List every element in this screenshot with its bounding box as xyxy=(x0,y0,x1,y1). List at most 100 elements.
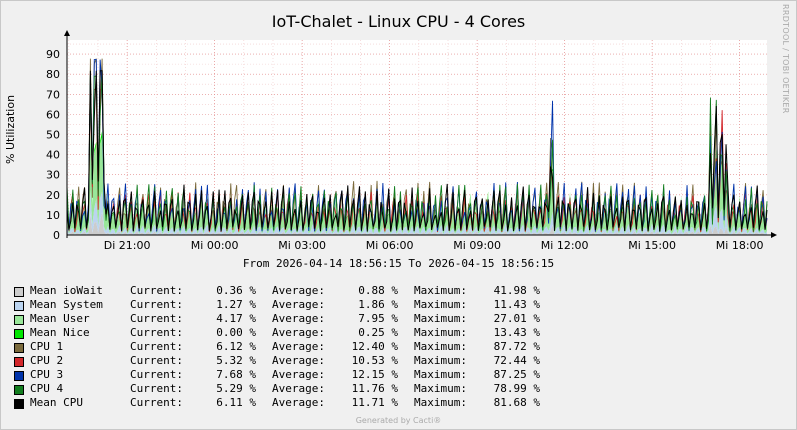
legend-series-name: Mean System xyxy=(30,298,103,311)
legend-average-label: Average: xyxy=(272,396,325,409)
legend-current-label: Current: xyxy=(130,368,183,381)
legend-maximum-value: 41.98 % xyxy=(493,284,540,297)
legend-swatch xyxy=(14,315,24,325)
legend-swatch xyxy=(14,287,24,297)
legend-average-label: Average: xyxy=(272,340,325,353)
legend-current-value: 6.12 % xyxy=(216,340,256,353)
legend-series-name: CPU 1 xyxy=(30,340,64,353)
y-tick-label: 40 xyxy=(46,149,60,162)
legend-maximum-label: Maximum: xyxy=(414,382,467,395)
legend-maximum-label: Maximum: xyxy=(414,396,467,409)
legend-current-value: 0.36 % xyxy=(216,284,256,297)
legend-maximum-label: Maximum: xyxy=(414,326,467,339)
legend-current-value: 0.00 % xyxy=(216,326,256,339)
legend-maximum-label: Maximum: xyxy=(414,298,467,311)
series-lines xyxy=(66,58,768,233)
y-axis-arrow xyxy=(64,30,70,36)
legend-average-value: 7.95 % xyxy=(358,312,398,325)
legend-average-value: 0.25 % xyxy=(358,326,398,339)
legend-maximum-label: Maximum: xyxy=(414,284,467,297)
x-tick-label: Mi 03:00 xyxy=(278,239,326,252)
legend-maximum-value: 27.01 % xyxy=(493,312,540,325)
line-mean-cpu xyxy=(66,70,768,232)
legend-average-value: 1.86 % xyxy=(358,298,398,311)
legend-current-label: Current: xyxy=(130,298,183,311)
time-range: From 2026-04-14 18:56:15 To 2026-04-15 1… xyxy=(242,257,555,270)
legend-current-label: Current: xyxy=(130,312,183,325)
legend-average-value: 0.88 % xyxy=(358,284,398,297)
legend-series-name: Mean Nice xyxy=(30,326,90,339)
legend-current-label: Current: xyxy=(130,340,183,353)
legend-swatch xyxy=(14,371,24,381)
legend-maximum-value: 78.99 % xyxy=(493,382,540,395)
legend-current-label: Current: xyxy=(130,284,183,297)
legend-current-value: 7.68 % xyxy=(216,368,256,381)
y-tick-label: 90 xyxy=(46,48,60,61)
y-tick-label: 80 xyxy=(46,68,60,81)
area-mean-system xyxy=(67,190,767,235)
chart-title: IoT-Chalet - Linux CPU - 4 Cores xyxy=(271,12,526,31)
legend-maximum-label: Maximum: xyxy=(414,354,467,367)
y-tick-label: 10 xyxy=(46,209,60,222)
legend-current-value: 1.27 % xyxy=(216,298,256,311)
axes xyxy=(64,30,777,238)
legend-maximum-value: 81.68 % xyxy=(493,396,540,409)
legend-swatch xyxy=(14,399,24,409)
rrdtool-credit: RRDTOOL / TOBI OETIKER xyxy=(781,4,790,114)
legend-swatch xyxy=(14,357,24,367)
y-tick-label: 50 xyxy=(46,128,60,141)
y-tick-label: 30 xyxy=(46,169,60,182)
x-tick-label: Mi 06:00 xyxy=(366,239,414,252)
footer-credit: Generated by Cacti® xyxy=(355,416,442,425)
y-tick-label: 70 xyxy=(46,88,60,101)
legend-current-value: 5.32 % xyxy=(216,354,256,367)
x-tick-label: Mi 12:00 xyxy=(541,239,589,252)
legend-maximum-value: 87.72 % xyxy=(493,340,540,353)
legend-maximum-value: 87.25 % xyxy=(493,368,540,381)
legend-average-label: Average: xyxy=(272,368,325,381)
legend-swatch xyxy=(14,385,24,395)
legend-average-value: 11.71 % xyxy=(351,396,398,409)
legend-average-label: Average: xyxy=(272,326,325,339)
legend-maximum-value: 72.44 % xyxy=(493,354,540,367)
legend-average-value: 12.15 % xyxy=(351,368,398,381)
y-tick-label: 0 xyxy=(53,229,60,242)
legend-average-label: Average: xyxy=(272,298,325,311)
legend-average-value: 12.40 % xyxy=(351,340,398,353)
legend-maximum-label: Maximum: xyxy=(414,340,467,353)
legend-current-value: 4.17 % xyxy=(216,312,256,325)
x-tick-label: Mi 00:00 xyxy=(191,239,239,252)
legend-swatch xyxy=(14,301,24,311)
legend-average-label: Average: xyxy=(272,284,325,297)
legend-series-name: Mean CPU xyxy=(30,396,83,409)
legend-swatch xyxy=(14,343,24,353)
area-mean-iowait xyxy=(67,211,767,235)
legend-current-value: 5.29 % xyxy=(216,382,256,395)
legend-current-label: Current: xyxy=(130,382,183,395)
tick-labels: 0 10 20 30 40 50 60 70 80 90 Di 21:00 Mi 00:00 Mi 03… xyxy=(46,48,764,252)
y-tick-label: 60 xyxy=(46,108,60,121)
legend-series-name: Mean User xyxy=(30,312,90,325)
legend-swatch xyxy=(14,329,24,339)
y-tick-label: 20 xyxy=(46,189,60,202)
legend-current-label: Current: xyxy=(130,326,183,339)
legend-maximum-value: 11.43 % xyxy=(493,298,540,311)
legend-maximum-label: Maximum: xyxy=(414,368,467,381)
legend-series-name: CPU 4 xyxy=(30,382,64,395)
legend-current-label: Current: xyxy=(130,396,183,409)
legend-current-label: Current: xyxy=(130,354,183,367)
legend-average-label: Average: xyxy=(272,312,325,325)
legend-series-name: CPU 3 xyxy=(30,368,64,381)
x-tick-label: Mi 09:00 xyxy=(453,239,501,252)
legend-maximum-label: Maximum: xyxy=(414,312,467,325)
legend-series-name: Mean ioWait xyxy=(30,284,103,297)
legend-average-label: Average: xyxy=(272,382,325,395)
legend-current-value: 6.11 % xyxy=(216,396,256,409)
legend-maximum-value: 13.43 % xyxy=(493,326,540,339)
x-axis-arrow xyxy=(771,232,777,238)
legend-average-value: 11.76 % xyxy=(351,382,398,395)
legend-average-label: Average: xyxy=(272,354,325,367)
legend-average-value: 10.53 % xyxy=(351,354,398,367)
legend-series-name: CPU 2 xyxy=(30,354,64,367)
